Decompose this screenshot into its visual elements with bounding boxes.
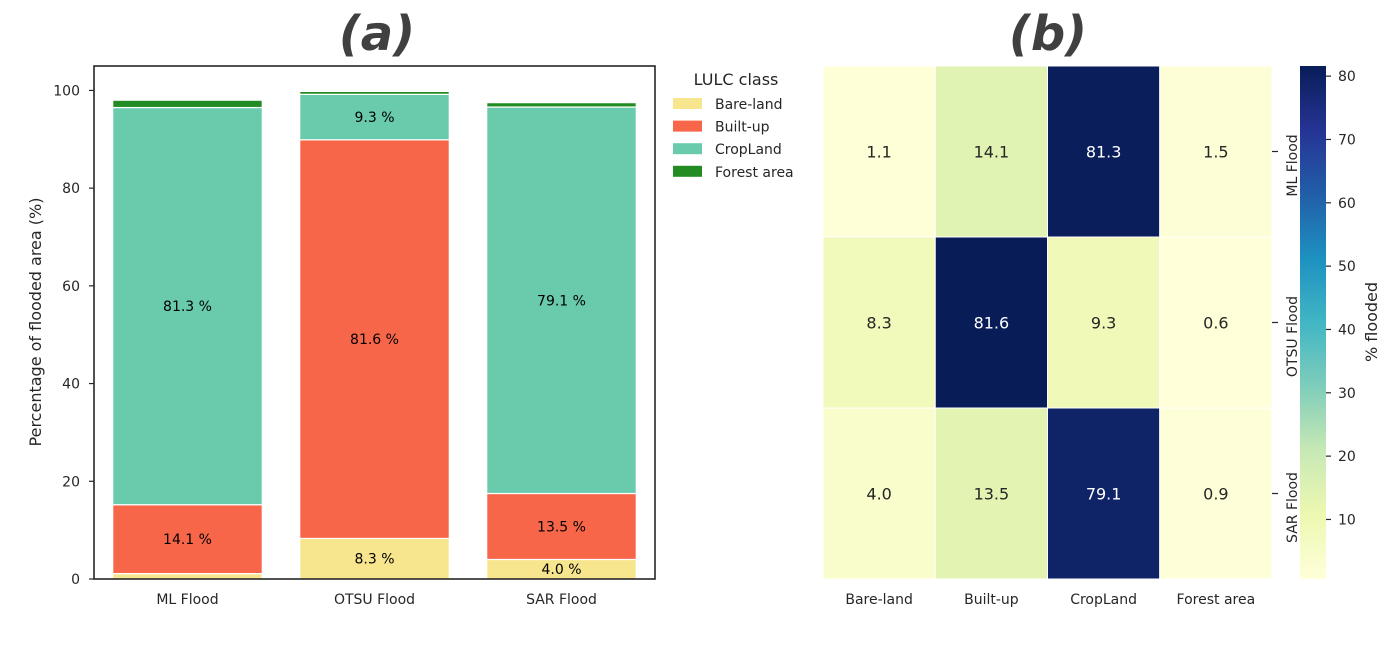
y-tick-label: 20 — [62, 474, 80, 490]
legend-label-built-up: Built-up — [715, 120, 770, 136]
legend-label-bare-land: Bare-land — [715, 97, 783, 113]
heatmap-column-label: Built-up — [964, 592, 1019, 608]
heatmap-cell — [822, 407, 936, 580]
bar-ml-flood-forest-area — [112, 99, 263, 109]
colorbar-tick-label: 40 — [1338, 322, 1356, 338]
panel-a-bar-labels: 14.1 % 81.3 % 8.3 % 81.6 % 9.3 % 4.0 % 13.5 % 7… — [163, 110, 586, 578]
bar-otsu-flood-bare-land — [299, 537, 450, 580]
x-tick-label: SAR Flood — [526, 592, 597, 608]
heatmap-column-label: Forest area — [1177, 592, 1256, 608]
colorbar-tick-label: 80 — [1338, 69, 1356, 85]
heatmap-row-label: OTSU Flood — [1285, 296, 1301, 377]
bar-value-label: 8.3 % — [354, 552, 394, 568]
y-tick-label: 100 — [53, 83, 80, 99]
heatmap-row-label: ML Flood — [1285, 134, 1301, 196]
legend-title: LULC class — [694, 70, 779, 89]
x-tick-label: OTSU Flood — [334, 592, 415, 608]
y-tick-label: 80 — [62, 181, 80, 197]
panel-a-y-axis-label: Percentage of flooded area (%) — [26, 198, 45, 447]
heatmap-column-labels: Bare-land Built-up CropLand Forest area — [845, 592, 1255, 608]
legend-swatch-forest-area — [673, 165, 702, 177]
heatmap-cell-value: 8.3 — [866, 314, 891, 333]
heatmap-cell-value: 9.3 — [1091, 314, 1116, 333]
legend-swatch-cropland — [673, 143, 702, 155]
panel-a-title: (a) — [339, 6, 415, 62]
colorbar — [1300, 66, 1326, 579]
heatmap-cell-value: 79.1 — [1086, 485, 1122, 504]
heatmap-cell-value: 0.9 — [1203, 485, 1228, 504]
bar-value-label: 81.6 % — [350, 332, 399, 348]
heatmap-cell-value: 81.6 — [974, 314, 1010, 333]
heatmap-cell-value: 1.1 — [866, 143, 891, 162]
bar-value-label: 9.3 % — [354, 110, 394, 126]
heatmap-cell — [822, 65, 936, 238]
heatmap-cell — [1159, 65, 1273, 238]
bar-value-label: 14.1 % — [163, 532, 212, 548]
heatmap-cell — [822, 236, 936, 409]
colorbar-tick-label: 20 — [1338, 449, 1356, 465]
heatmap-cell-value: 13.5 — [974, 485, 1010, 504]
heatmap-column-label: CropLand — [1070, 592, 1137, 608]
bar-value-label: 81.3 % — [163, 299, 212, 315]
legend-swatch-built-up — [673, 120, 702, 132]
panel-a-y-ticks: 0 20 40 60 80 100 — [53, 83, 94, 588]
legend-swatch-bare-land — [673, 98, 702, 109]
heatmap-cell-value: 81.3 — [1086, 143, 1122, 162]
panel-a-stacked-bar-chart: (a) 14.1 % 81.3 % 8.3 % 81.6 % 9.3 % 4.0 % 13.… — [26, 6, 794, 608]
heatmap-row-label: SAR Flood — [1285, 472, 1301, 543]
heatmap-cell — [1047, 236, 1161, 409]
legend: LULC class Bare-land Built-up CropLand Fore… — [673, 70, 794, 181]
colorbar-tick-label: 50 — [1338, 259, 1356, 275]
heatmap-cell — [1047, 65, 1161, 238]
panel-a-bars — [112, 90, 637, 580]
heatmap-cell-value: 0.6 — [1203, 314, 1228, 333]
heatmap-cell — [934, 65, 1048, 238]
heatmap-cell — [1047, 407, 1161, 580]
panel-b-title: (b) — [1009, 6, 1087, 62]
y-tick-label: 40 — [62, 377, 80, 393]
heatmap-cells: 1.1 14.1 81.3 1.5 8.3 81.6 9.3 0.6 4.0 13.5 79.1 0.… — [822, 65, 1273, 580]
bar-otsu-flood-built-up — [299, 139, 450, 540]
bar-value-label: 79.1 % — [537, 293, 586, 309]
heatmap-cell — [934, 236, 1048, 409]
legend-label-forest-area: Forest area — [715, 165, 794, 181]
bar-ml-flood-bare-land — [112, 573, 263, 580]
x-tick-label: ML Flood — [156, 592, 218, 608]
colorbar-ticks: 10 20 30 40 50 60 70 80 — [1326, 69, 1356, 528]
bar-otsu-flood-forest-area — [299, 90, 450, 95]
colorbar-tick-label: 70 — [1338, 132, 1356, 148]
colorbar-label: % flooded — [1362, 282, 1381, 362]
bar-value-label: 13.5 % — [537, 519, 586, 535]
colorbar-tick-label: 60 — [1338, 196, 1356, 212]
colorbar-tick-label: 30 — [1338, 386, 1356, 402]
y-tick-label: 0 — [71, 572, 80, 588]
y-tick-label: 60 — [62, 279, 80, 295]
heatmap-cell-value: 4.0 — [866, 485, 891, 504]
bar-value-label: 4.0 % — [541, 562, 581, 578]
bar-ml-flood-built-up — [112, 504, 263, 575]
legend-items: Bare-land Built-up CropLand Forest area — [673, 97, 794, 181]
heatmap-cell-value: 1.5 — [1203, 143, 1228, 162]
colorbar-tick-label: 10 — [1338, 512, 1356, 528]
bar-ml-flood-cropland — [112, 106, 263, 506]
legend-label-cropland: CropLand — [715, 142, 782, 158]
heatmap-column-label: Bare-land — [845, 592, 913, 608]
panel-b-heatmap: (b) 1.1 14.1 81.3 1.5 8.3 81.6 9.3 0.6 4.0 13.5 79… — [822, 6, 1381, 608]
heatmap-row-labels: ML Flood OTSU Flood SAR Flood — [1272, 134, 1301, 543]
heatmap-cell-value: 14.1 — [974, 143, 1010, 162]
panel-a-frame — [93, 65, 656, 580]
panel-a-x-ticks: ML Flood OTSU Flood SAR Flood — [156, 592, 597, 608]
bar-sar-flood-forest-area — [486, 102, 637, 108]
heatmap-cell — [1159, 236, 1273, 409]
